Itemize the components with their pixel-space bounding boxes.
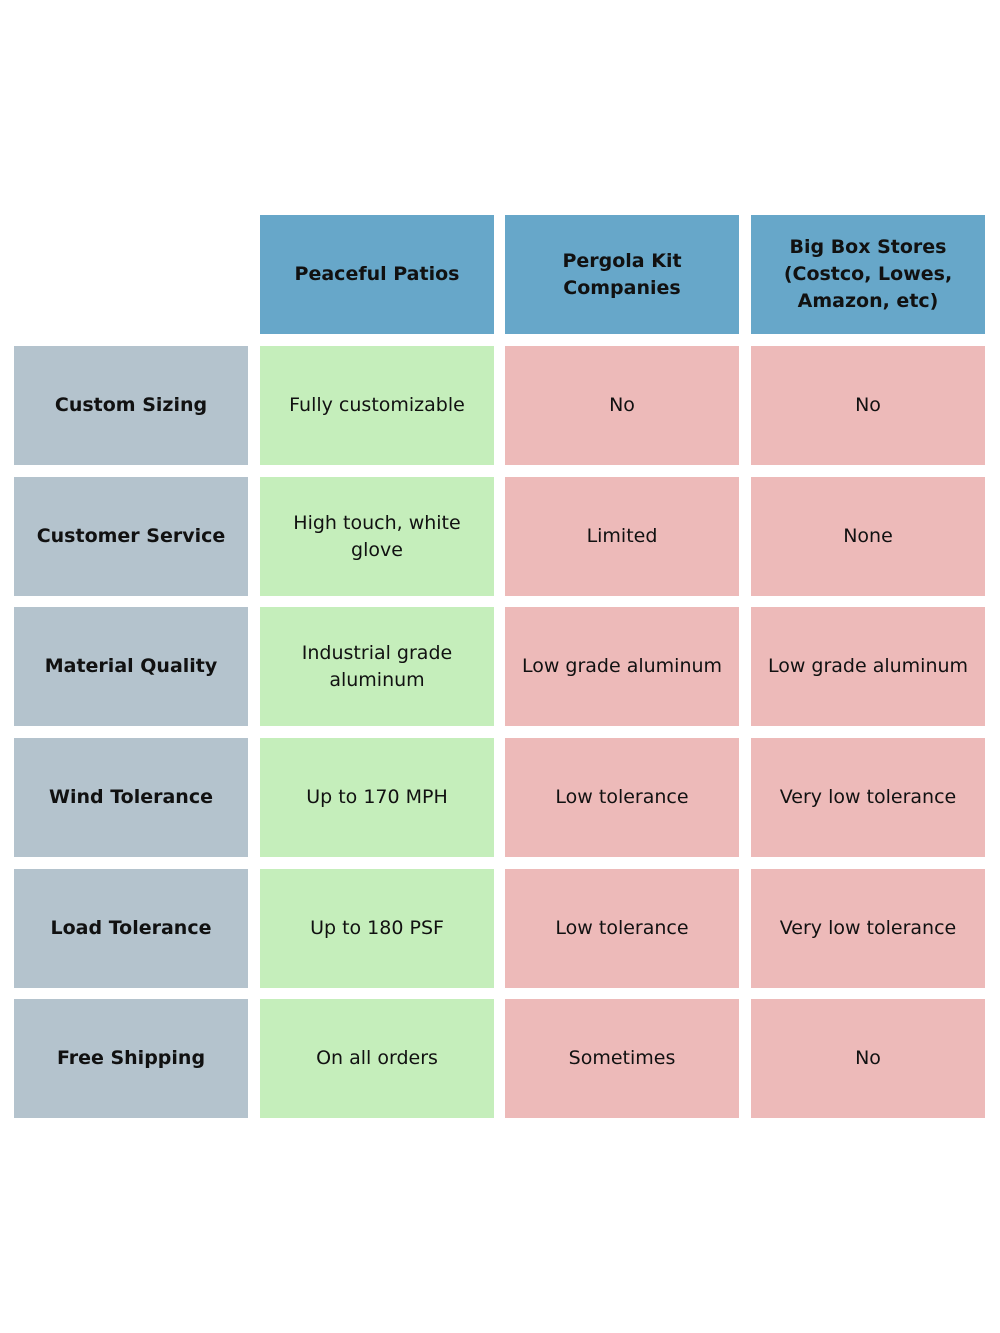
table-cell: Limited bbox=[505, 477, 739, 596]
row-label-load-tolerance: Load Tolerance bbox=[14, 869, 248, 988]
column-header-big-box-stores: Big Box Stores (Costco, Lowes, Amazon, e… bbox=[751, 215, 985, 334]
table-cell: Low grade aluminum bbox=[751, 607, 985, 726]
table-cell: No bbox=[751, 999, 985, 1118]
table-cell: No bbox=[505, 346, 739, 465]
table-cell: Fully customizable bbox=[260, 346, 494, 465]
table-cell: Up to 180 PSF bbox=[260, 869, 494, 988]
table-cell: Low tolerance bbox=[505, 738, 739, 857]
table-cell: Up to 170 MPH bbox=[260, 738, 494, 857]
table-cell: Industrial grade aluminum bbox=[260, 607, 494, 726]
table-cell: No bbox=[751, 346, 985, 465]
table-cell: Sometimes bbox=[505, 999, 739, 1118]
column-header-peaceful-patios: Peaceful Patios bbox=[260, 215, 494, 334]
row-label-customer-service: Customer Service bbox=[14, 477, 248, 596]
row-label-free-shipping: Free Shipping bbox=[14, 999, 248, 1118]
row-label-wind-tolerance: Wind Tolerance bbox=[14, 738, 248, 857]
table-cell: Low grade aluminum bbox=[505, 607, 739, 726]
table-cell: On all orders bbox=[260, 999, 494, 1118]
column-header-pergola-kit-companies: Pergola Kit Companies bbox=[505, 215, 739, 334]
table-cell: Low tolerance bbox=[505, 869, 739, 988]
table-cell: Very low tolerance bbox=[751, 738, 985, 857]
table-cell: High touch, white glove bbox=[260, 477, 494, 596]
table-cell: None bbox=[751, 477, 985, 596]
table-cell: Very low tolerance bbox=[751, 869, 985, 988]
row-label-material-quality: Material Quality bbox=[14, 607, 248, 726]
row-label-custom-sizing: Custom Sizing bbox=[14, 346, 248, 465]
